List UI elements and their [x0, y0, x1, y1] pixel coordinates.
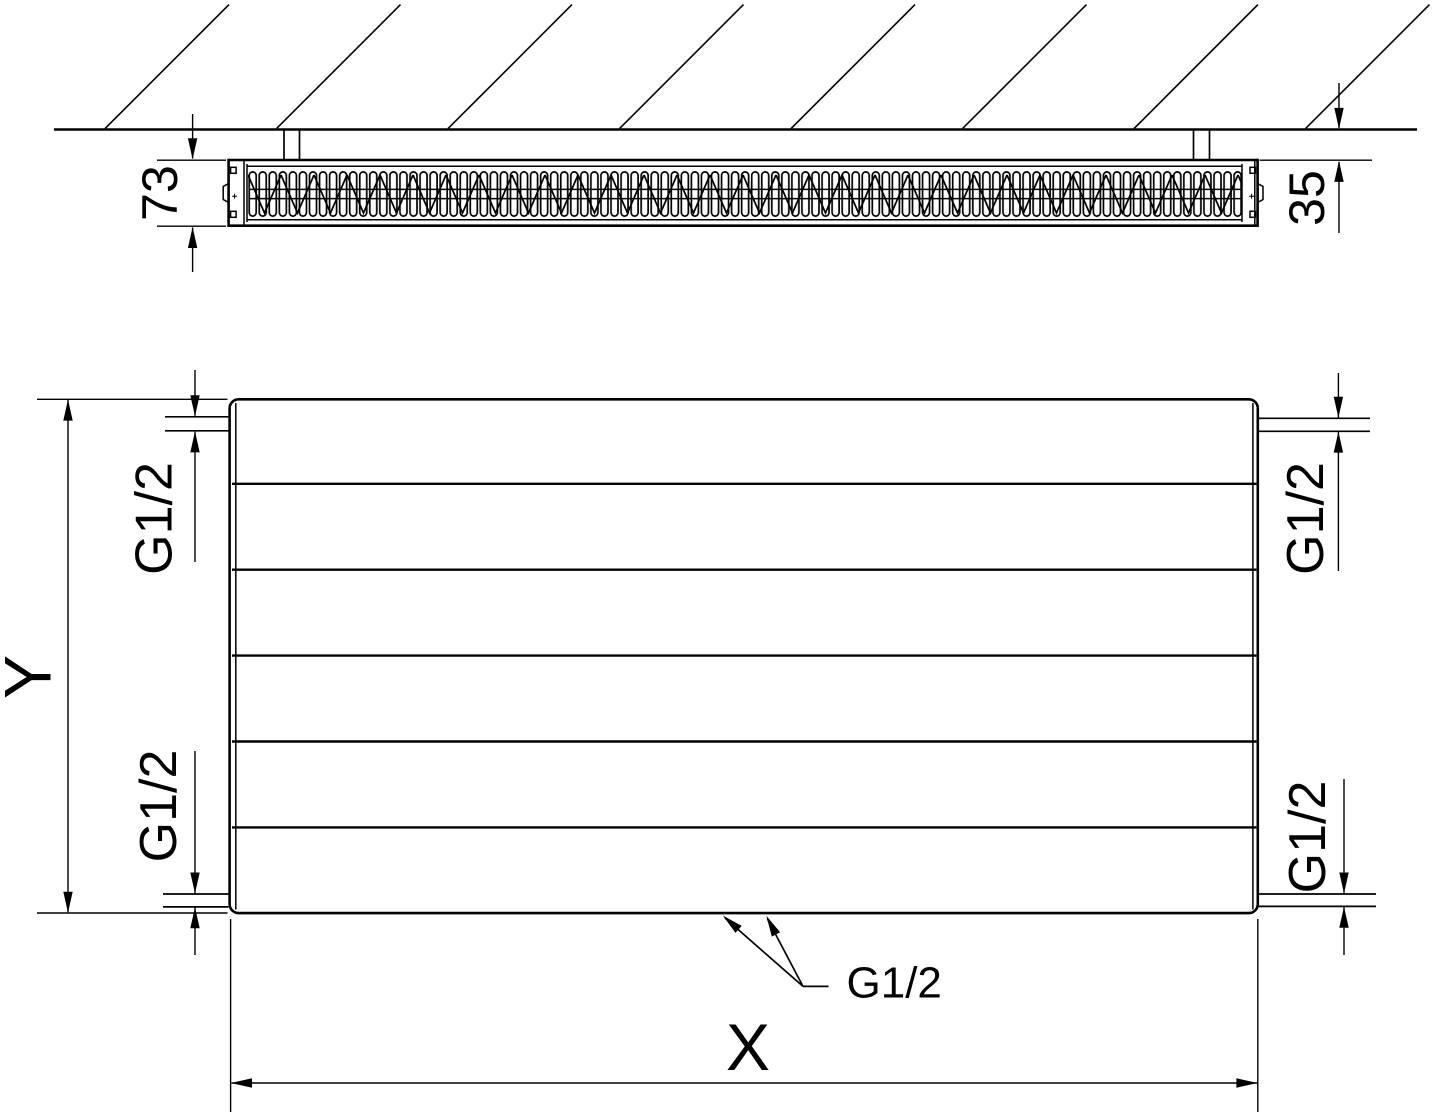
- dimension-arrow: [1334, 107, 1344, 129]
- wall-hatch-line: [1304, 4, 1431, 130]
- dimension-height: Y: [0, 399, 73, 913]
- dimension-arrow: [1339, 906, 1349, 928]
- thread-label-bottom-left: G1/2: [130, 750, 188, 863]
- dim-depth-label: 73: [132, 165, 188, 221]
- dim-length-label: X: [726, 1010, 770, 1084]
- dimension-arrow: [187, 138, 198, 160]
- dimension-depth: 73: [132, 114, 226, 272]
- dimension-arrow: [190, 907, 200, 929]
- dimension-thread-top-right: G1/2: [1277, 373, 1344, 575]
- center-mark: [232, 193, 238, 199]
- wall-hatch-line: [275, 4, 402, 130]
- dim-wall-clearance-label: 35: [1279, 170, 1335, 226]
- connection-stubs: [163, 415, 1376, 908]
- center-mark: [1249, 193, 1255, 199]
- dimension-arrow: [231, 1078, 252, 1088]
- dimension-arrow: [1333, 396, 1344, 418]
- wall-hatch-line: [1133, 4, 1259, 130]
- cap-nub: [1249, 166, 1257, 175]
- dimension-arrow: [190, 872, 200, 894]
- dimension-arrow: [63, 399, 73, 421]
- dimension-arrow: [1339, 872, 1349, 894]
- dimension-arrow: [1334, 160, 1344, 182]
- side-tab-right: [1257, 182, 1264, 204]
- radiator-top-view: [222, 158, 1264, 227]
- front-view: G1/2 G1/2 G1/2 G1/2: [0, 370, 1376, 1112]
- dimension-arrow: [1333, 431, 1344, 453]
- radiator-front-panel: [228, 397, 1260, 915]
- dim-height-label: Y: [0, 655, 65, 699]
- thread-label-bottom-right: G1/2: [1279, 781, 1337, 894]
- side-tab-left: [222, 182, 229, 204]
- cap-nub: [1249, 210, 1257, 219]
- dimension-arrow: [187, 227, 198, 248]
- wall-hatch-line: [447, 4, 573, 130]
- dimension-arrow: [63, 891, 73, 913]
- dimension-arrow: [190, 431, 200, 453]
- thread-label-bottom-center: G1/2: [847, 959, 942, 1008]
- wall-hatch-line: [104, 4, 230, 130]
- wall-hatch-line: [961, 4, 1088, 130]
- wall-brackets: [283, 130, 1211, 160]
- thread-label-top-right: G1/2: [1277, 462, 1335, 575]
- wall-hatch-line: [790, 4, 916, 130]
- dimension-thread-bottom-right: G1/2: [1279, 779, 1349, 955]
- cap-nub: [229, 166, 237, 175]
- dimension-arrow: [1236, 1078, 1258, 1088]
- convector-fin-loops: [248, 171, 1242, 217]
- dimension-thread-top-left: G1/2: [126, 370, 200, 575]
- wall-section: [54, 4, 1431, 131]
- leader-bottom-connections: G1/2: [719, 911, 942, 1008]
- wall-hatch-line: [618, 4, 745, 130]
- wall-hatching: [104, 4, 1431, 130]
- dimension-thread-bottom-left: G1/2: [130, 750, 200, 955]
- dimension-length: X: [229, 919, 1259, 1112]
- dimension-wall-clearance: 35: [1259, 83, 1372, 233]
- panel-outline: [228, 397, 1260, 915]
- thread-label-top-left: G1/2: [126, 462, 184, 575]
- dimension-arrow: [190, 395, 200, 417]
- leader-arrow: [762, 913, 781, 937]
- cap-nub: [229, 210, 237, 219]
- top-view: 73 35: [54, 4, 1431, 272]
